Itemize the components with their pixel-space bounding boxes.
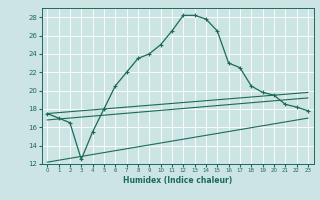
X-axis label: Humidex (Indice chaleur): Humidex (Indice chaleur) xyxy=(123,176,232,185)
